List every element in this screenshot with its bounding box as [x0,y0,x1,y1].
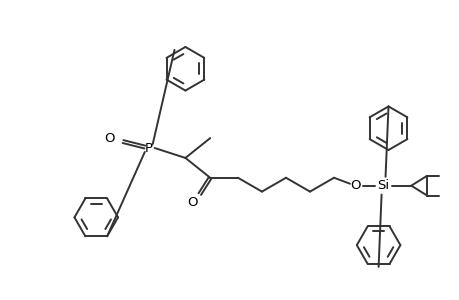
Text: P: P [145,142,152,154]
Text: O: O [187,196,197,209]
Text: O: O [104,132,114,145]
Text: O: O [350,179,360,192]
Text: Si: Si [377,179,389,192]
